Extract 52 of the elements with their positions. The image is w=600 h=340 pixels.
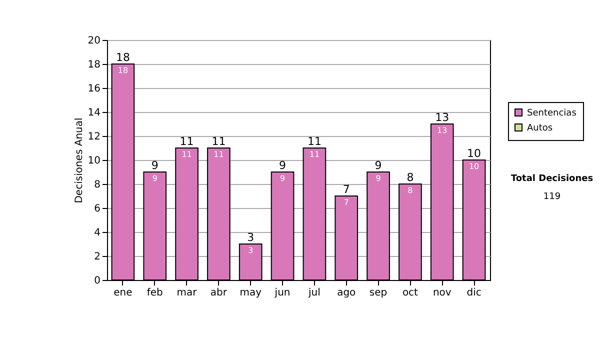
y-tick-label: 18: [88, 60, 100, 70]
x-tick-label: nov: [432, 288, 452, 298]
y-axis-title: Decisiones Anual: [74, 118, 85, 204]
data-label: 8: [408, 186, 413, 195]
text: Total Decisiones: [510, 174, 594, 184]
total-label: 18: [116, 51, 130, 64]
data-label: 9: [376, 174, 381, 183]
total-label: 7: [342, 183, 350, 196]
legend-label: Autos: [527, 124, 553, 134]
y-tick-label: 14: [88, 108, 100, 118]
y-tick-label: 20: [88, 36, 100, 46]
y-tick-label: 2: [94, 252, 100, 262]
y-tick-label: 16: [88, 84, 100, 94]
total-label: 11: [180, 135, 194, 148]
data-label: 10: [468, 162, 480, 171]
y-tick-label: 6: [94, 204, 100, 214]
data-label: 7: [344, 198, 349, 207]
x-tick-label: dic: [466, 288, 482, 298]
x-tick-label: ago: [337, 288, 356, 298]
total-label: 11: [307, 135, 322, 148]
x-tick-label: may: [240, 288, 262, 298]
total-label: 11: [212, 135, 226, 148]
x-tick-label: abr: [210, 288, 228, 298]
y-tick-label: 8: [94, 180, 100, 190]
data-label: 11: [309, 150, 320, 159]
x-tick-label: mar: [176, 288, 198, 298]
legend-label: Sentencias: [527, 108, 577, 118]
x-tick-label: sep: [369, 288, 388, 298]
total-label: 8: [406, 171, 414, 184]
x-tick-label: feb: [146, 288, 163, 298]
total-label: 13: [435, 111, 450, 124]
x-tick-label: ene: [114, 288, 132, 298]
y-tick-label: 12: [88, 132, 100, 142]
data-label: 13: [437, 126, 448, 135]
text: 119: [543, 192, 561, 202]
data-label: 9: [280, 174, 286, 183]
total-label: 9: [374, 159, 382, 172]
y-tick-label: 4: [94, 228, 100, 238]
x-tick-label: oct: [402, 288, 418, 298]
data-label: 11: [182, 150, 192, 159]
data-label: 3: [248, 246, 254, 255]
data-label: 18: [118, 66, 128, 75]
x-tick-label: jun: [274, 288, 290, 298]
data-label: 11: [214, 150, 224, 159]
y-tick-label: 0: [94, 276, 100, 286]
total-label: 3: [247, 231, 254, 244]
total-label: 10: [467, 147, 482, 160]
x-tick-label: jul: [308, 288, 320, 298]
data-label: 9: [152, 174, 158, 183]
y-tick-label: 10: [88, 156, 100, 166]
total-label: 9: [279, 159, 286, 172]
total-label: 9: [151, 159, 158, 172]
